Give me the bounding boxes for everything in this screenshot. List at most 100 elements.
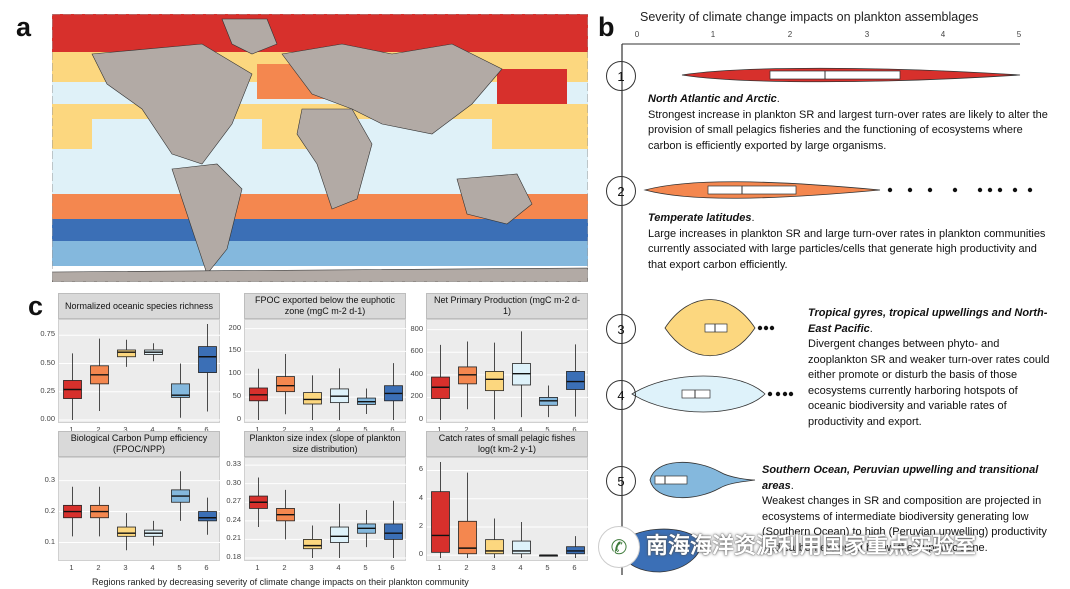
region-5-body: Weakest changes in SR and composition ar… bbox=[762, 495, 1047, 554]
y-tick-label: 0.30 bbox=[226, 477, 241, 487]
x-tick-label: 6 bbox=[390, 425, 395, 434]
wechat-logo-icon: ✆ bbox=[598, 526, 640, 568]
x-tick-label: 3 bbox=[123, 563, 128, 572]
x-tick-label: 3 bbox=[491, 425, 496, 434]
facet-plot-2 bbox=[244, 319, 407, 423]
box-3 bbox=[117, 349, 136, 358]
y-tick-label: 0 bbox=[236, 414, 241, 423]
x-tick-label: 1 bbox=[437, 425, 442, 434]
region-1-description: North Atlantic and Arctic. Strongest inc… bbox=[648, 93, 1048, 152]
continent-africa bbox=[296, 108, 373, 210]
box-3 bbox=[303, 539, 322, 550]
x-tick-label: 2 bbox=[282, 425, 287, 434]
region-circle-3: 3 bbox=[606, 314, 636, 344]
region-5-heading: Southern Ocean, Peruvian upwelling and t… bbox=[762, 464, 1039, 492]
y-tick-label: 0.2 bbox=[44, 505, 55, 515]
y-tick-label: 0 bbox=[418, 549, 423, 559]
y-tick-label: 0.21 bbox=[226, 533, 241, 543]
box-2 bbox=[458, 520, 477, 555]
y-tick-label: 0 bbox=[418, 414, 423, 423]
region-3-body: Divergent changes between phyto- and zoo… bbox=[808, 338, 1050, 428]
region-1-heading: North Atlantic and Arctic bbox=[648, 93, 777, 105]
y-tick-label: 0.50 bbox=[40, 357, 55, 367]
box-3 bbox=[485, 371, 504, 392]
region-5-description: Southern Ocean, Peruvian upwelling and t… bbox=[762, 464, 1047, 554]
y-tick-label: 0.25 bbox=[40, 385, 55, 395]
facet-plot-3 bbox=[426, 319, 589, 423]
box-3 bbox=[303, 392, 322, 405]
y-tick-label: 0.1 bbox=[44, 536, 55, 546]
x-tick-label: 4 bbox=[336, 425, 341, 434]
region-number-1: 1 bbox=[617, 68, 625, 84]
watermark-text: 南海海洋资源利用国家重点实验室 bbox=[646, 533, 977, 558]
facet-title-3: Net Primary Production (mgC m-2 d-1) bbox=[426, 293, 588, 319]
x-tick-label: 4 bbox=[518, 425, 523, 434]
facet-plot-5 bbox=[244, 457, 407, 561]
panel-c-xlabel: Regions ranked by decreasing severity of… bbox=[92, 577, 469, 587]
x-tick-label: 2 bbox=[96, 563, 101, 572]
violin-region-5 bbox=[649, 462, 756, 498]
region-1-body: Strongest increase in plankton SR and la… bbox=[648, 108, 1048, 152]
region-3-heading: Tropical gyres, tropical upwellings and … bbox=[808, 307, 1048, 335]
b-axis-tick-5: 5 bbox=[1016, 30, 1022, 39]
x-tick-label: 6 bbox=[204, 563, 209, 572]
region-circle-4: 4 bbox=[606, 380, 636, 410]
y-tick-label: 0.33 bbox=[226, 459, 241, 469]
box-5 bbox=[171, 383, 190, 398]
x-tick-label: 1 bbox=[437, 563, 442, 572]
region-circle-1: 1 bbox=[606, 61, 636, 91]
x-tick-label: 4 bbox=[150, 425, 155, 434]
y-tick-label: 600 bbox=[410, 346, 423, 356]
y-tick-label: 800 bbox=[410, 323, 423, 333]
x-tick-label: 3 bbox=[123, 425, 128, 434]
y-tick-label: 150 bbox=[228, 345, 241, 355]
box-6 bbox=[198, 346, 217, 373]
y-tick-label: 50 bbox=[232, 391, 241, 401]
facet-svg-2 bbox=[245, 328, 407, 421]
b-axis-tick-0: 0 bbox=[634, 30, 640, 39]
box-6 bbox=[384, 523, 403, 540]
world-map-svg bbox=[51, 13, 589, 283]
box-4 bbox=[330, 526, 349, 543]
facet-title-2: FPOC exported below the euphotic zone (m… bbox=[244, 293, 406, 319]
x-tick-label: 6 bbox=[572, 563, 577, 572]
y-tick-label: 4 bbox=[418, 492, 423, 502]
y-tick-label: 2 bbox=[418, 520, 423, 530]
region-number-4: 4 bbox=[617, 387, 625, 403]
region-number-3: 3 bbox=[617, 321, 625, 337]
panel-b-title: Severity of climate change impacts on pl… bbox=[640, 10, 979, 24]
x-tick-label: 5 bbox=[545, 563, 550, 572]
continent-south-america bbox=[171, 163, 243, 275]
x-tick-label: 5 bbox=[177, 425, 182, 434]
x-tick-label: 2 bbox=[464, 563, 469, 572]
region-circle-2: 2 bbox=[606, 176, 636, 206]
facet-svg-4 bbox=[59, 471, 221, 551]
facet-title-4: Biological Carbon Pump efficiency (FPOC/… bbox=[58, 431, 220, 457]
y-tick-label: 0.18 bbox=[226, 552, 241, 561]
b-axis-tick-1: 1 bbox=[710, 30, 716, 39]
continent-americas-north bbox=[91, 43, 253, 165]
facet-plot-4 bbox=[58, 457, 221, 561]
x-tick-label: 4 bbox=[150, 563, 155, 572]
violins-svg bbox=[620, 67, 1033, 573]
facet-svg-5 bbox=[245, 464, 407, 559]
y-tick-label: 0.3 bbox=[44, 474, 55, 484]
b-axis-tick-2: 2 bbox=[787, 30, 793, 39]
violin-region-6 bbox=[620, 528, 702, 573]
region-number-2: 2 bbox=[617, 183, 625, 199]
x-tick-label: 2 bbox=[96, 425, 101, 434]
x-tick-label: 1 bbox=[255, 425, 260, 434]
facet-title-5: Plankton size index (slope of plankton s… bbox=[244, 431, 406, 457]
region-2-body: Large increases in plankton SR and large… bbox=[648, 227, 1046, 271]
panel-b-letter: b bbox=[598, 12, 615, 42]
region-circle-5: 5 bbox=[606, 466, 636, 496]
x-tick-label: 2 bbox=[464, 425, 469, 434]
x-tick-label: 5 bbox=[363, 563, 368, 572]
region-3-description: Tropical gyres, tropical upwellings and … bbox=[808, 307, 1050, 428]
continent-eurasia bbox=[281, 43, 503, 135]
continent-australia bbox=[456, 173, 533, 225]
region-5-band bbox=[52, 241, 588, 266]
y-tick-label: 0.75 bbox=[40, 329, 55, 339]
x-tick-label: 5 bbox=[363, 425, 368, 434]
x-tick-label: 5 bbox=[177, 563, 182, 572]
